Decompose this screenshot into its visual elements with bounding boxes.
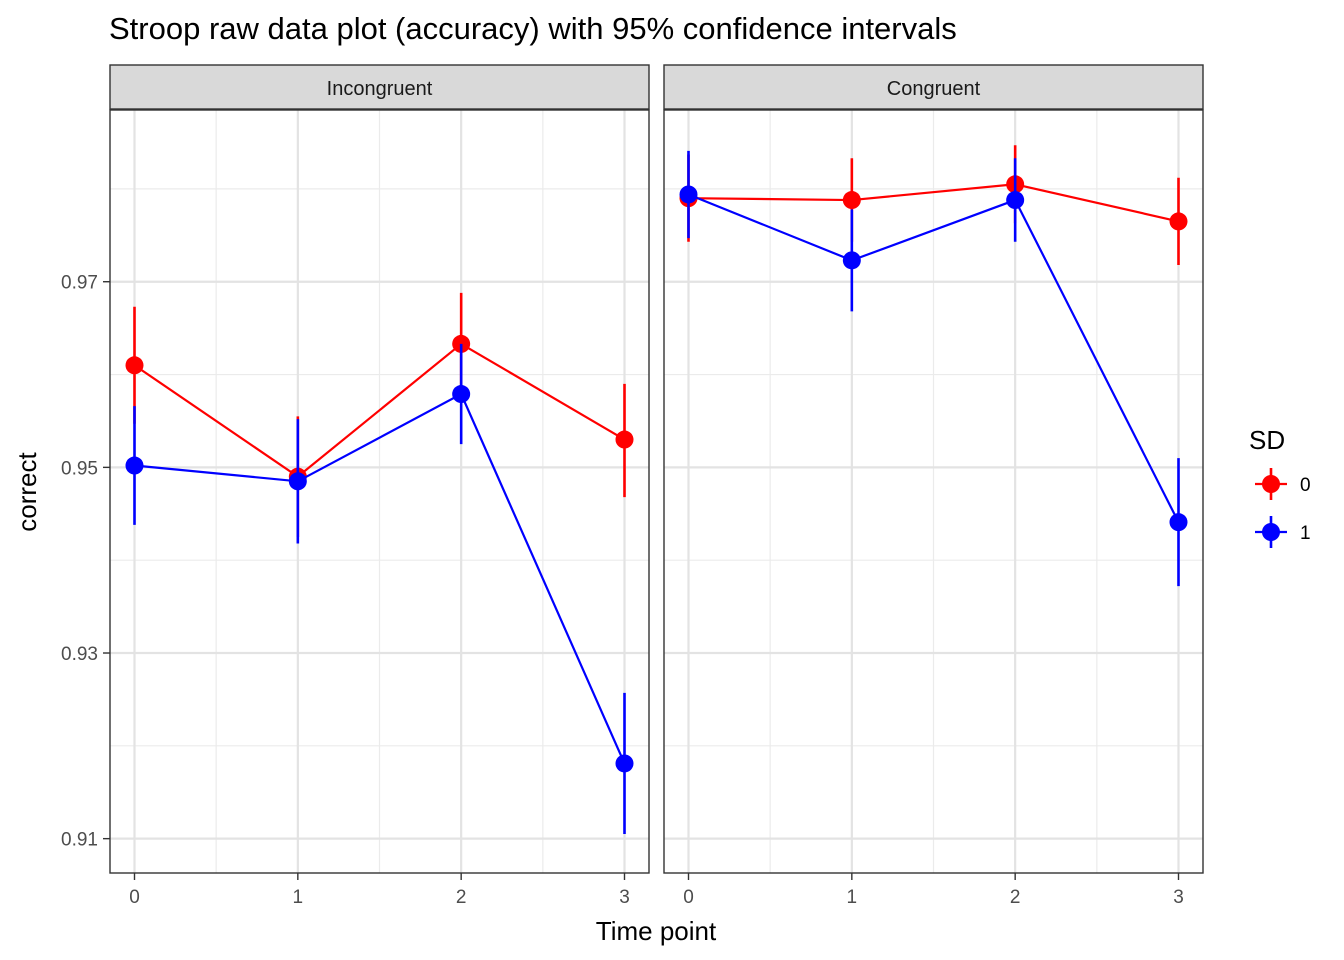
data-point: [1169, 513, 1188, 532]
panels-layer: Incongruent 0 1 2 3 0.91 0.93 0.95 0.97 Congruent…: [61, 64, 1204, 908]
data-point: [125, 356, 144, 375]
legend-label: 0: [1300, 475, 1311, 496]
data-point: [842, 251, 861, 270]
panel-congruent: Congruent 0 1 2 3: [663, 64, 1204, 908]
panel-border: [663, 109, 1204, 874]
data-point: [125, 456, 144, 475]
x-tick-label: 3: [1173, 887, 1184, 908]
panel-incongruent: Incongruent 0 1 2 3 0.91 0.93 0.95 0.97: [61, 64, 650, 908]
y-tick-label: 0.95: [61, 458, 98, 479]
y-tick-label: 0.93: [61, 644, 98, 665]
data-point: [842, 191, 861, 210]
legend-title: SD: [1249, 425, 1285, 455]
legend-entry-0: 0: [1255, 468, 1311, 500]
legend-key-point: [1262, 475, 1280, 493]
y-tick-label: 0.97: [61, 273, 98, 294]
y-tick-label: 0.91: [61, 830, 98, 851]
data-point: [452, 385, 471, 404]
x-tick-label: 0: [129, 887, 140, 908]
data-point: [615, 430, 634, 449]
series-1: [679, 150, 1188, 587]
data-point: [615, 754, 634, 773]
data-point: [1169, 212, 1188, 231]
facet-strip: [663, 64, 1204, 110]
data-point: [288, 472, 307, 491]
legend-key-point: [1262, 523, 1280, 541]
x-axis-title: Time point: [596, 916, 717, 946]
series-line: [134, 392, 626, 764]
panel-border: [109, 109, 650, 874]
facet-strip-label: Congruent: [887, 78, 981, 100]
x-tick-label: 2: [456, 887, 467, 908]
legend: SD 0 1: [1249, 425, 1311, 548]
data-point: [1006, 191, 1025, 210]
series-line: [133, 342, 626, 479]
facet-strip-label: Incongruent: [327, 78, 433, 100]
series-line: [688, 183, 1179, 223]
x-tick-label: 1: [847, 887, 858, 908]
y-axis-title: correct: [12, 451, 42, 531]
x-tick-label: 0: [683, 887, 694, 908]
x-tick-label: 3: [619, 887, 630, 908]
x-tick-label: 1: [293, 887, 304, 908]
legend-entry-1: 1: [1255, 516, 1311, 548]
series-line: [688, 193, 1180, 523]
chart-title: Stroop raw data plot (accuracy) with 95%…: [109, 11, 957, 46]
facet-strip: [109, 64, 650, 110]
data-point: [679, 185, 698, 204]
x-tick-label: 2: [1010, 887, 1021, 908]
series-1: [125, 343, 634, 835]
legend-label: 1: [1300, 523, 1311, 544]
